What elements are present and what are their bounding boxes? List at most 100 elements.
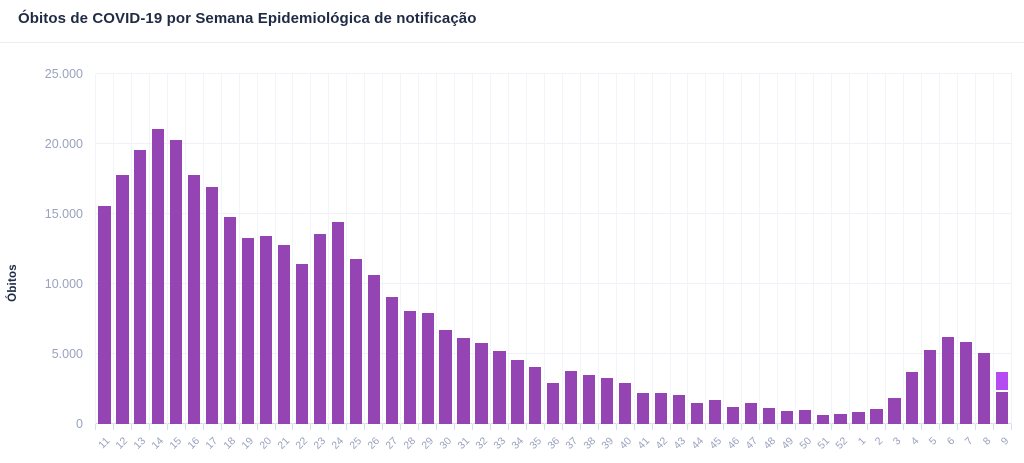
x-tick: [150, 424, 168, 430]
bar-week-19[interactable]: [242, 237, 255, 424]
bar-week-38[interactable]: [583, 375, 596, 424]
x-tick: [401, 424, 420, 430]
bar-week-7[interactable]: [960, 342, 973, 424]
bar-week-51[interactable]: [816, 414, 829, 424]
bar-column: [671, 74, 689, 424]
x-tick-label-text: 43: [671, 435, 688, 452]
x-tick-label-text: 29: [419, 435, 437, 452]
x-tick-label: 40: [617, 431, 635, 463]
x-tick: [455, 424, 474, 430]
bar-week-41[interactable]: [636, 393, 650, 424]
bar-column: [581, 74, 599, 424]
x-tick-label: 17: [203, 431, 221, 463]
bar-week-5[interactable]: [924, 349, 937, 424]
bar-week-50[interactable]: [798, 410, 811, 424]
bar-week-6[interactable]: [942, 336, 955, 424]
x-tick-label: 9: [994, 431, 1012, 463]
x-tick: [222, 424, 240, 430]
bar-week-18[interactable]: [224, 216, 237, 424]
bar-week-9-partial[interactable]: [996, 372, 1009, 390]
bar-column: [293, 74, 312, 424]
bar-week-28[interactable]: [403, 310, 416, 424]
bar-week-25[interactable]: [349, 258, 362, 424]
bar-column: [778, 74, 797, 424]
bar-week-8[interactable]: [978, 353, 991, 424]
bar-column: [455, 74, 474, 424]
x-tick: [545, 424, 563, 430]
bar-column: [114, 74, 132, 424]
bar-week-3[interactable]: [888, 398, 901, 424]
bar-week-9[interactable]: [996, 391, 1009, 424]
x-tick: [922, 424, 940, 430]
bar-week-44[interactable]: [690, 403, 704, 424]
bar-column: [617, 74, 635, 424]
bar-week-31[interactable]: [457, 337, 470, 424]
bar-week-29[interactable]: [421, 312, 434, 424]
bar-week-36[interactable]: [547, 382, 560, 424]
x-tick-label: 36: [545, 431, 563, 463]
bar-column: [563, 74, 581, 424]
x-tick: [653, 424, 671, 430]
gridline: [96, 353, 1012, 354]
bar-week-26[interactable]: [367, 274, 380, 424]
x-tick-label: 23: [311, 431, 329, 463]
bar-week-11[interactable]: [98, 205, 111, 424]
bar-week-48[interactable]: [762, 407, 775, 424]
bar-week-15[interactable]: [170, 139, 183, 424]
bar-column: [347, 74, 366, 424]
bar-week-14[interactable]: [152, 128, 165, 424]
x-tick: [742, 424, 761, 430]
bar-week-35[interactable]: [529, 366, 542, 424]
x-tick-label-text: 5: [927, 435, 940, 448]
x-tick-label-text: 48: [761, 435, 778, 452]
bar-week-1[interactable]: [852, 411, 865, 424]
bar-week-49[interactable]: [780, 410, 793, 424]
bar-week-42[interactable]: [654, 393, 668, 424]
x-tick: [258, 424, 276, 430]
bar-week-13[interactable]: [134, 149, 147, 424]
x-tick-label: 34: [509, 431, 527, 463]
bar-week-22[interactable]: [295, 264, 309, 424]
bar-column: [258, 74, 276, 424]
bar-column: [329, 74, 348, 424]
bar-week-21[interactable]: [277, 244, 291, 424]
bar-week-17[interactable]: [206, 187, 219, 424]
x-tick-label-text: 12: [113, 435, 131, 452]
x-tick: [599, 424, 617, 430]
bar-week-40[interactable]: [619, 383, 632, 424]
bar-week-30[interactable]: [439, 330, 452, 424]
x-tick-label-text: 28: [401, 435, 419, 452]
bar-week-20[interactable]: [259, 236, 273, 424]
bar-week-39[interactable]: [601, 377, 614, 424]
bar-week-16[interactable]: [188, 174, 201, 424]
bar-week-4[interactable]: [906, 372, 919, 424]
bar-week-45[interactable]: [708, 400, 721, 424]
x-tick-label: 45: [706, 431, 724, 463]
bar-week-32[interactable]: [475, 342, 488, 424]
bar-column: [742, 74, 761, 424]
bar-week-43[interactable]: [672, 394, 686, 424]
y-tick-label: 5.000: [51, 347, 83, 361]
bar-week-37[interactable]: [565, 370, 578, 424]
bar-column: [958, 74, 976, 424]
x-tick-label: 3: [886, 431, 904, 463]
bar-week-24[interactable]: [331, 222, 344, 424]
x-tick-label: 22: [293, 431, 311, 463]
bar-week-12[interactable]: [116, 174, 129, 424]
bar-week-23[interactable]: [313, 233, 327, 424]
bar-week-52[interactable]: [834, 414, 847, 424]
x-tick-label-text: 1: [855, 435, 868, 448]
bar-week-33[interactable]: [493, 351, 506, 424]
x-tick: [832, 424, 851, 430]
x-tick-label-text: 36: [545, 435, 563, 452]
bar-column: [976, 74, 994, 424]
bar-week-46[interactable]: [726, 407, 739, 424]
bar-column: [850, 74, 868, 424]
bar-week-2[interactable]: [870, 409, 883, 424]
bar-week-34[interactable]: [511, 360, 524, 424]
x-tick-label: 6: [940, 431, 958, 463]
x-tick-label: 29: [419, 431, 437, 463]
x-tick-label-text: 34: [509, 435, 527, 452]
bar-week-47[interactable]: [744, 403, 757, 424]
bar-week-27[interactable]: [385, 296, 398, 424]
